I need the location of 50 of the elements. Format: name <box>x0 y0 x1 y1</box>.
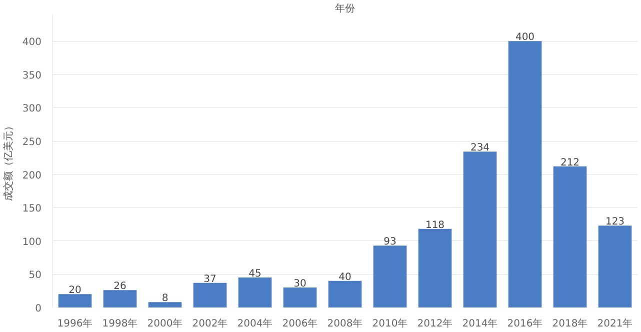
bar <box>463 152 497 308</box>
data-label: 93 <box>384 236 396 248</box>
data-label: 20 <box>68 285 82 296</box>
bar <box>328 280 362 308</box>
x-tick-label: 2010年 <box>372 318 408 330</box>
bar <box>148 302 182 308</box>
data-label: 30 <box>294 278 306 290</box>
y-tick-label: 50 <box>28 270 42 282</box>
data-label: 234 <box>470 142 490 154</box>
x-tick-label: 2012年 <box>417 318 453 330</box>
data-label: 8 <box>162 293 168 304</box>
data-label: 26 <box>114 281 126 292</box>
x-tick-label: 1996年 <box>57 318 93 330</box>
y-tick-label: 350 <box>22 70 42 82</box>
x-tick-label: 1998年 <box>102 318 138 330</box>
x-axis-title: 年份 <box>335 2 355 14</box>
bar <box>418 228 452 308</box>
data-label: 37 <box>204 274 216 285</box>
data-label: 400 <box>515 32 535 44</box>
data-label: 45 <box>248 268 262 280</box>
bar <box>193 282 227 308</box>
y-tick-label: 0 <box>35 304 42 314</box>
x-tick-label: 2014年 <box>462 318 498 330</box>
y-tick-label: 100 <box>22 236 42 248</box>
x-tick-label: 2021年 <box>597 318 633 330</box>
bar <box>103 290 137 308</box>
data-label: 118 <box>425 220 445 231</box>
bar <box>553 166 587 308</box>
x-tick-label: 2004年 <box>237 318 273 330</box>
data-label: 40 <box>338 272 352 283</box>
y-tick-label: 400 <box>22 37 42 48</box>
x-tick-label: 2008年 <box>327 318 363 330</box>
y-axis-title: 成交额（亿美元） <box>2 121 14 201</box>
data-label: 123 <box>605 216 625 228</box>
bar <box>58 294 92 308</box>
bar <box>238 278 272 308</box>
bar <box>598 226 632 308</box>
y-tick-label: 250 <box>22 137 42 148</box>
bar <box>373 246 407 308</box>
x-tick-label: 2002年 <box>192 318 228 330</box>
y-tick-label: 200 <box>22 170 42 182</box>
bar <box>508 41 542 308</box>
x-tick-label: 2018年 <box>552 318 588 330</box>
x-tick-label: 2006年 <box>282 318 318 330</box>
y-tick-label: 150 <box>22 204 42 215</box>
bar <box>283 288 317 308</box>
data-label: 212 <box>560 157 580 168</box>
y-tick-label: 300 <box>22 104 42 115</box>
x-tick-label: 2000年 <box>147 318 183 330</box>
x-tick-label: 2016年 <box>507 318 543 330</box>
